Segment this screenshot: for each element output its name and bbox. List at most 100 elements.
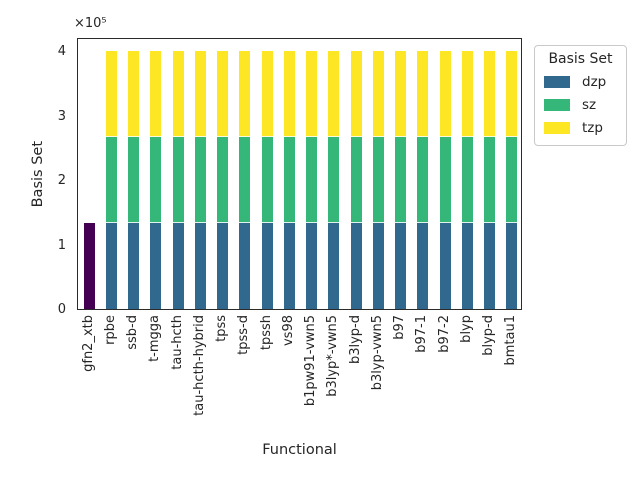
bar-b3lyp-vwn5 [372, 51, 384, 309]
bar-blyp-d [484, 51, 496, 309]
bar-segment-tzp [306, 51, 318, 138]
bar-blyp [461, 51, 473, 309]
bar-segment-sz [306, 137, 318, 224]
y-axis-offset-text: ×10⁵ [74, 16, 107, 31]
bar-segment-sz [128, 137, 140, 224]
bar-segment-dzp [128, 223, 140, 309]
bar-segment-sz [484, 137, 496, 224]
x-tick-label: vs98 [280, 315, 296, 347]
bar-segment-dzp [372, 223, 384, 309]
bar-segment-sz [105, 137, 117, 224]
bar-segment-dzp [506, 223, 518, 309]
bar-segment-dzp [306, 223, 318, 309]
legend-label: tzp [582, 120, 603, 136]
x-tick-label: t-mgga [147, 315, 163, 362]
legend-entries: dzp sz tzp [544, 74, 617, 136]
x-tick-label: b3lyp-d [347, 315, 363, 365]
x-tick-label: tpss-d [236, 315, 252, 355]
y-tick-label: 4 [57, 44, 66, 59]
y-tick-label: 3 [57, 108, 66, 124]
plot-area [77, 38, 522, 310]
y-tick-label: 1 [57, 237, 66, 253]
x-tick-label: bmtau1 [503, 315, 519, 366]
bar-segment-sz [439, 137, 451, 224]
legend-entry-sz: sz [544, 97, 617, 113]
bar-segment-dzp [283, 223, 295, 309]
x-tick-label: b1pw91-vwn5 [303, 315, 319, 407]
bar-segment-tzp [217, 51, 229, 138]
bar-segment-tzp [484, 51, 496, 138]
bar-segment-dzp [217, 223, 229, 309]
bar-segment-dzp [461, 223, 473, 309]
legend: Basis Set dzp sz tzp [534, 45, 627, 146]
y-tick-label: 2 [57, 173, 66, 188]
legend-entry-dzp: dzp [544, 74, 617, 90]
bar-segment-dzp [150, 223, 162, 309]
bar-segment-tzp [350, 51, 362, 138]
bar-tpss-d [239, 51, 251, 309]
x-tick-label: rpbe [102, 315, 118, 345]
bar-b97-1 [417, 51, 429, 309]
legend-swatch-sz [544, 99, 570, 111]
legend-entry-tzp: tzp [544, 120, 617, 136]
bar-segment-dzp [105, 223, 117, 309]
bar-segment-sz [150, 137, 162, 224]
y-tick-label: 0 [57, 302, 66, 317]
bar-segment-tzp [328, 51, 340, 138]
x-tick-label: tpssh [258, 315, 274, 351]
bar-segment [83, 223, 95, 309]
bar-segment-dzp [484, 223, 496, 309]
bar-segment-dzp [350, 223, 362, 309]
bar-segment-sz [194, 137, 206, 224]
bar-segment-tzp [150, 51, 162, 138]
bar-segment-tzp [105, 51, 117, 138]
legend-label: sz [582, 97, 597, 113]
bar-segment-tzp [439, 51, 451, 138]
bar-segment-tzp [128, 51, 140, 138]
x-tick-label: blyp-d [481, 315, 497, 356]
bar-segment-tzp [172, 51, 184, 138]
bar-segment-dzp [395, 223, 407, 309]
bar-segment-sz [350, 137, 362, 224]
bar-segment-sz [461, 137, 473, 224]
bar-rpbe [105, 51, 117, 309]
x-tick-label: tpss [214, 315, 230, 342]
bar-ssb-d [128, 51, 140, 309]
bar-segment-dzp [439, 223, 451, 309]
bar-segment-tzp [506, 51, 518, 138]
bar-segment-sz [239, 137, 251, 224]
x-tick-label: gfn2_xtb [80, 315, 96, 372]
bar-tpssh [261, 51, 273, 309]
legend-label: dzp [582, 74, 607, 90]
legend-swatch-dzp [544, 76, 570, 88]
bar-segment-sz [417, 137, 429, 224]
bar-segment-sz [283, 137, 295, 224]
legend-swatch-tzp [544, 122, 570, 134]
bar-segment-sz [217, 137, 229, 224]
bar-segment-tzp [417, 51, 429, 138]
x-tick-label: tau-hcth [169, 315, 185, 370]
bar-segment-dzp [239, 223, 251, 309]
bar-segment-dzp [417, 223, 429, 309]
bar-b3lyp-d [350, 51, 362, 309]
x-tick-label: b97 [392, 315, 408, 340]
bar-segment-sz [372, 137, 384, 224]
x-tick-label: b97-1 [414, 315, 430, 353]
bar-segment-tzp [261, 51, 273, 138]
bar-b1pw91-vwn5 [306, 51, 318, 309]
bar-segment-tzp [239, 51, 251, 138]
bar-t-mgga [150, 51, 162, 309]
bar-gfn2_xtb [83, 223, 95, 309]
x-tick-label: ssb-d [125, 315, 141, 350]
bar-segment-dzp [328, 223, 340, 309]
bar-segment-sz [328, 137, 340, 224]
x-tick-label: b3lyp*-vwn5 [325, 315, 341, 397]
bar-tau-hcth-hybrid [194, 51, 206, 309]
bar-segment-tzp [283, 51, 295, 138]
bar-tau-hcth [172, 51, 184, 309]
bar-segment-dzp [172, 223, 184, 309]
bar-b3lyp*-vwn5 [328, 51, 340, 309]
x-tick-label: blyp [458, 315, 474, 343]
bar-segment-dzp [194, 223, 206, 309]
